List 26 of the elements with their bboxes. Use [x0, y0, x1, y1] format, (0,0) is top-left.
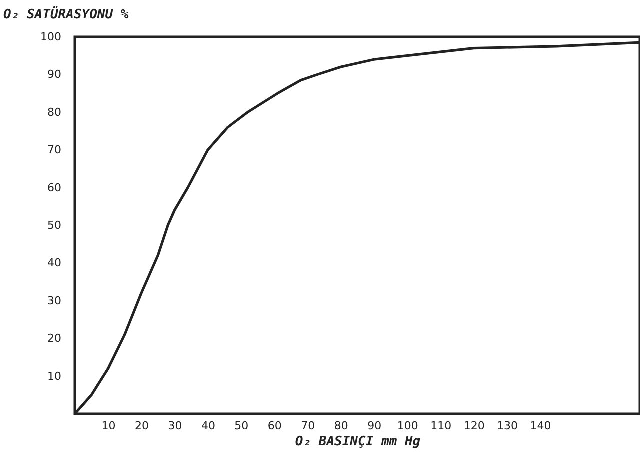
- x-tick-label: 10: [102, 420, 116, 432]
- y-tick-label: 50: [48, 219, 62, 232]
- x-tick-label: 50: [234, 420, 249, 432]
- x-tick-label: 70: [301, 420, 316, 432]
- x-tick-label: 40: [201, 420, 216, 432]
- x-tick-label: 60: [268, 420, 282, 432]
- y-tick-label: 20: [48, 332, 62, 346]
- x-tick-label: 120: [464, 420, 485, 432]
- y-tick-label: 90: [48, 68, 62, 82]
- y-tick-label: 10: [48, 370, 62, 383]
- y-tick-label: 80: [48, 106, 62, 119]
- x-axis-title: O₂ BASINÇI mm Hg: [295, 434, 421, 450]
- y-tick-label: 40: [48, 256, 62, 270]
- x-tick-label: 140: [530, 420, 552, 432]
- x-tick-label: 80: [334, 420, 348, 432]
- y-tick-label: 30: [48, 294, 62, 308]
- x-tick-label: 20: [134, 420, 149, 432]
- y-tick-label: 60: [48, 181, 62, 194]
- x-tick-label: 30: [168, 420, 182, 432]
- y-axis-title: O₂ SATÜRASYONU %: [4, 6, 129, 22]
- x-tick-label: 90: [368, 420, 382, 432]
- x-tick-label: 130: [497, 420, 518, 432]
- y-tick-label: 100: [40, 30, 62, 44]
- x-tick-label: 110: [430, 420, 452, 432]
- y-tick-label: 70: [48, 144, 62, 157]
- x-tick-label: 100: [397, 420, 418, 432]
